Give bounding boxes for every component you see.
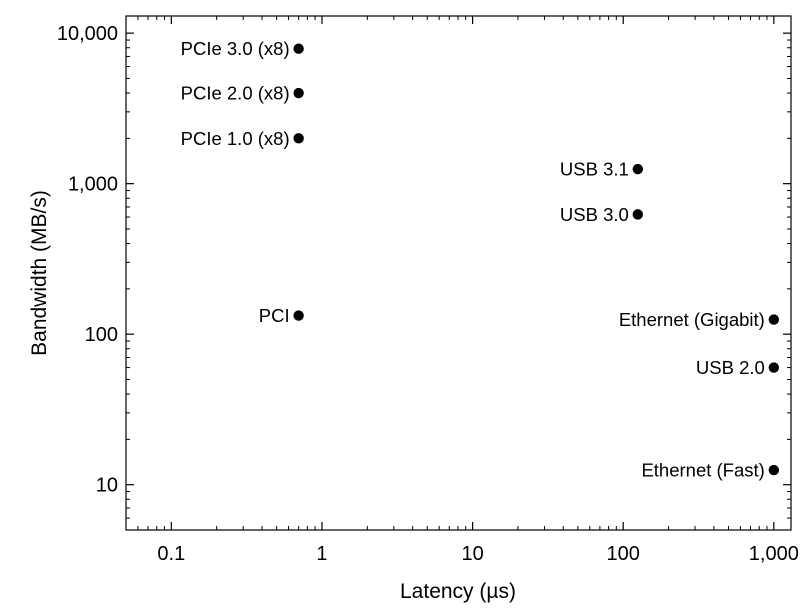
data-point-label: USB 3.1 (560, 159, 629, 180)
x-tick-label: 0.1 (157, 543, 185, 565)
data-point (768, 362, 780, 373)
x-tick-label: 1 (316, 543, 327, 565)
y-axis-ticks: 10 100 1,000 10,000 (57, 23, 791, 497)
data-point (293, 87, 304, 99)
plot-frame (125, 15, 792, 531)
y-tick-label: 10 (96, 475, 118, 497)
x-tick-label: 100 (607, 543, 640, 565)
y-tick-label: 10,000 (57, 23, 118, 45)
data-point-label: PCIe 1.0 (x8) (181, 128, 290, 149)
data-point-label: USB 3.0 (560, 204, 629, 225)
data-point-label: PCIe 3.0 (x8) (181, 38, 290, 59)
data-point (293, 43, 304, 54)
data-point (632, 163, 644, 175)
x-tick-label: 1,000 (749, 543, 799, 565)
data-point-label: USB 2.0 (696, 357, 765, 378)
data-point (768, 464, 780, 476)
y-tick-label: 1,000 (68, 174, 118, 196)
data-point (632, 209, 644, 220)
data-point-label: Ethernet (Fast) (641, 460, 764, 481)
minor-ticks (126, 16, 791, 530)
data-point (293, 133, 304, 144)
y-axis-title: Bandwidth (MB/s) (28, 190, 51, 356)
x-axis-ticks: 0.1 1 10 100 1,000 (157, 16, 799, 565)
data-point-label: PCIe 2.0 (x8) (181, 83, 290, 104)
x-axis-title: Latency (µs) (400, 580, 516, 603)
x-tick-label: 10 (461, 543, 483, 565)
data-points: PCIe 3.0 (x8) PCIe 2.0 (x8) PCIe 1.0 (x8) P… (181, 38, 780, 481)
y-tick-label: 100 (85, 324, 118, 346)
data-point-label: PCI (259, 305, 290, 326)
data-point (293, 310, 304, 321)
data-point-label: Ethernet (Gigabit) (619, 309, 765, 330)
data-point (768, 314, 780, 325)
